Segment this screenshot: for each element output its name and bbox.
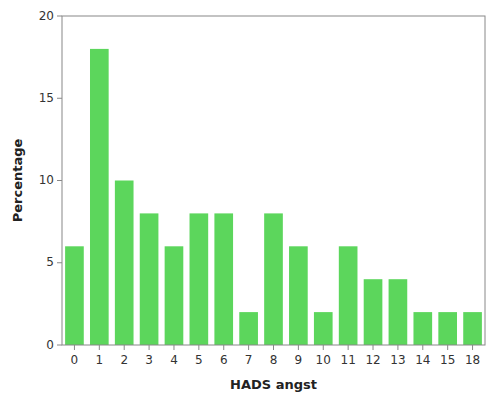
x-tick bbox=[149, 345, 150, 350]
x-tick-label: 18 bbox=[465, 353, 480, 367]
x-tick-label: 12 bbox=[365, 353, 380, 367]
y-tick-label: 15 bbox=[39, 91, 54, 105]
bar bbox=[389, 279, 408, 345]
x-tick-label: 13 bbox=[390, 353, 405, 367]
x-tick-label: 5 bbox=[195, 353, 203, 367]
x-tick-label: 10 bbox=[316, 353, 331, 367]
y-tick-label: 5 bbox=[46, 255, 54, 269]
x-tick-label: 3 bbox=[145, 353, 153, 367]
x-tick bbox=[99, 345, 100, 350]
y-tick bbox=[57, 345, 62, 346]
y-tick-label: 10 bbox=[39, 173, 54, 187]
x-tick bbox=[198, 345, 199, 350]
y-axis: 0 5 10 15 20 bbox=[39, 9, 62, 352]
x-tick bbox=[373, 345, 374, 350]
x-tick-label: 7 bbox=[245, 353, 253, 367]
x-tick-label: 1 bbox=[96, 353, 104, 367]
x-tick-label: 15 bbox=[440, 353, 455, 367]
x-tick-label: 11 bbox=[341, 353, 356, 367]
y-tick bbox=[57, 98, 62, 99]
y-tick bbox=[57, 262, 62, 263]
bar bbox=[339, 246, 358, 345]
y-tick bbox=[57, 16, 62, 17]
bar bbox=[264, 213, 283, 345]
bar bbox=[214, 213, 233, 345]
plot-frame bbox=[62, 16, 485, 345]
y-axis-label: Percentage bbox=[10, 139, 25, 223]
bar bbox=[90, 49, 109, 345]
x-tick bbox=[223, 345, 224, 350]
bar bbox=[413, 312, 432, 345]
x-tick bbox=[348, 345, 349, 350]
bar bbox=[165, 246, 184, 345]
bar bbox=[364, 279, 383, 345]
x-axis-label: HADS angst bbox=[230, 377, 317, 392]
x-tick-label: 2 bbox=[120, 353, 128, 367]
x-tick bbox=[422, 345, 423, 350]
x-tick bbox=[273, 345, 274, 350]
bar bbox=[289, 246, 308, 345]
bar bbox=[463, 312, 482, 345]
plot-area bbox=[62, 16, 485, 345]
x-tick-label: 8 bbox=[270, 353, 278, 367]
x-tick bbox=[447, 345, 448, 350]
x-tick bbox=[323, 345, 324, 350]
axes bbox=[62, 16, 485, 345]
x-tick bbox=[124, 345, 125, 350]
chart: 05101520012345678910111213141518HADS ang… bbox=[0, 0, 501, 401]
y-tick bbox=[57, 180, 62, 181]
bars bbox=[65, 49, 482, 345]
y-tick-label: 20 bbox=[39, 9, 54, 23]
x-axis: 012345678910111213141518 bbox=[71, 345, 481, 367]
bar bbox=[239, 312, 258, 345]
y-tick-label: 0 bbox=[46, 338, 54, 352]
bar bbox=[65, 246, 84, 345]
bar bbox=[190, 213, 209, 345]
bar bbox=[140, 213, 159, 345]
bar bbox=[314, 312, 333, 345]
x-tick bbox=[472, 345, 473, 350]
x-tick-label: 14 bbox=[415, 353, 430, 367]
x-tick bbox=[74, 345, 75, 350]
x-tick-label: 0 bbox=[71, 353, 79, 367]
bar bbox=[115, 181, 134, 346]
x-tick-label: 4 bbox=[170, 353, 178, 367]
x-tick bbox=[298, 345, 299, 350]
x-tick bbox=[248, 345, 249, 350]
x-tick bbox=[173, 345, 174, 350]
x-tick bbox=[397, 345, 398, 350]
x-tick-label: 6 bbox=[220, 353, 228, 367]
bar bbox=[438, 312, 457, 345]
x-tick-label: 9 bbox=[295, 353, 303, 367]
